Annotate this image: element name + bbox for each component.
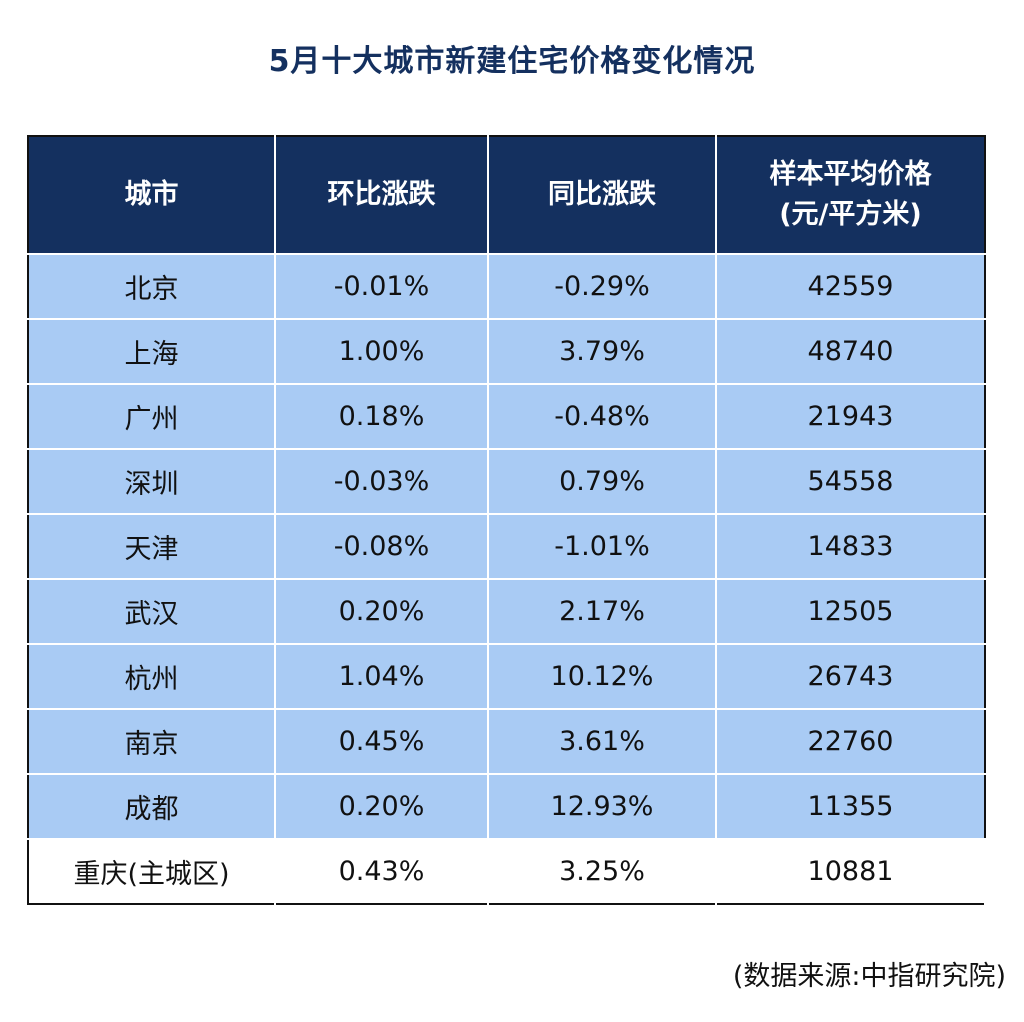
cell-yoy-change: 0.79% (488, 448, 717, 514)
cell-mom-change: -0.01% (275, 253, 489, 319)
column-header-line: 城市 (124, 179, 179, 210)
cell-city: 广州 (28, 383, 276, 449)
cell-city: 深圳 (28, 448, 276, 514)
table-row: 南京 0.45% 3.61% 22760 (28, 708, 985, 774)
table-row: 北京 -0.01% -0.29% 42559 (28, 253, 985, 319)
cell-city: 北京 (28, 253, 276, 319)
cell-mom-change: 0.20% (275, 773, 489, 839)
cell-mom-change: 1.04% (275, 643, 489, 709)
table-row: 武汉 0.20% 2.17% 12505 (28, 578, 985, 644)
cell-avg-price: 54558 (716, 448, 985, 514)
column-header-city: 城市 (28, 136, 276, 254)
cell-city: 武汉 (28, 578, 276, 644)
cell-avg-price: 21943 (716, 383, 985, 449)
cell-city: 上海 (28, 318, 276, 384)
table-row: 成都 0.20% 12.93% 11355 (28, 773, 985, 839)
cell-yoy-change: 3.61% (488, 708, 717, 774)
cell-city: 重庆(主城区) (28, 838, 276, 904)
cell-yoy-change: 2.17% (488, 578, 717, 644)
column-header-line: 环比涨跌 (327, 179, 436, 210)
header-row: 城市 环比涨跌 同比涨跌 样本平均价格 (元/平方米) (28, 136, 985, 254)
cell-mom-change: 0.45% (275, 708, 489, 774)
cell-avg-price: 42559 (716, 253, 985, 319)
table-header: 城市 环比涨跌 同比涨跌 样本平均价格 (元/平方米) (28, 136, 985, 254)
cell-mom-change: 0.43% (275, 838, 489, 904)
cell-yoy-change: 3.25% (488, 838, 717, 904)
table-body: 北京 -0.01% -0.29% 42559 上海 1.00% 3.79% 48740 广州 0.… (28, 253, 986, 904)
column-header-line: (元/平方米) (779, 199, 922, 230)
source-note: (数据来源:中指研究院) (732, 961, 1006, 992)
cell-yoy-change: -0.29% (488, 253, 717, 319)
cell-yoy-change: -1.01% (488, 513, 717, 579)
cell-avg-price: 14833 (716, 513, 985, 579)
cell-mom-change: -0.08% (275, 513, 489, 579)
cell-avg-price: 11355 (716, 773, 985, 839)
column-header-avg-price: 样本平均价格 (元/平方米) (716, 136, 985, 254)
cell-yoy-change: -0.48% (488, 383, 717, 449)
table-row: 上海 1.00% 3.79% 48740 (28, 318, 985, 384)
cell-avg-price: 22760 (716, 708, 985, 774)
column-header-line: 样本平均价格 (769, 159, 932, 190)
column-header-mom-change: 环比涨跌 (275, 136, 489, 254)
cell-avg-price: 48740 (716, 318, 985, 384)
cell-mom-change: -0.03% (275, 448, 489, 514)
cell-avg-price: 12505 (716, 578, 985, 644)
cell-yoy-change: 12.93% (488, 773, 717, 839)
cell-yoy-change: 3.79% (488, 318, 717, 384)
table-row: 广州 0.18% -0.48% 21943 (28, 383, 985, 449)
cell-city: 杭州 (28, 643, 276, 709)
price-table: 城市 环比涨跌 同比涨跌 样本平均价格 (元/平方米) 北京 -0.01% -0.29% 42… (27, 135, 986, 905)
cell-yoy-change: 10.12% (488, 643, 717, 709)
table-row: 天津 -0.08% -1.01% 14833 (28, 513, 985, 579)
table-row: 重庆(主城区) 0.43% 3.25% 10881 (28, 838, 986, 904)
cell-mom-change: 1.00% (275, 318, 489, 384)
table-row: 深圳 -0.03% 0.79% 54558 (28, 448, 985, 514)
cell-mom-change: 0.20% (275, 578, 489, 644)
page-title: 5月十大城市新建住宅价格变化情况 (268, 44, 756, 79)
column-header-yoy-change: 同比涨跌 (488, 136, 717, 254)
cell-city: 南京 (28, 708, 276, 774)
cell-mom-change: 0.18% (275, 383, 489, 449)
cell-city: 天津 (28, 513, 276, 579)
table-row: 杭州 1.04% 10.12% 26743 (28, 643, 985, 709)
column-header-line: 同比涨跌 (548, 179, 656, 210)
cell-avg-price: 10881 (716, 838, 986, 904)
cell-city: 成都 (28, 773, 276, 839)
cell-avg-price: 26743 (716, 643, 985, 709)
